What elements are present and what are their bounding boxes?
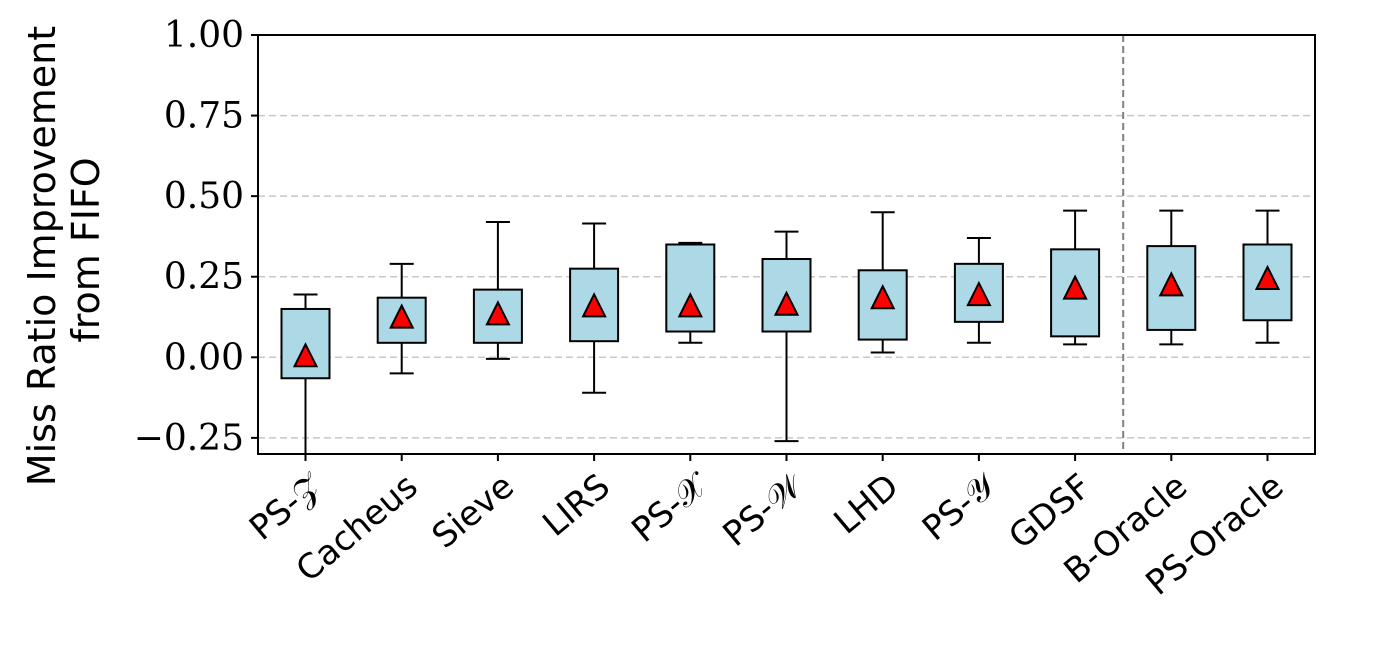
y-axis-ticks: −0.25 0.00 0.25 0.50 0.75 1.00: [134, 15, 258, 459]
y-tick-label: 0.00: [164, 337, 244, 378]
box-4: [665, 241, 716, 344]
mean-marker: [870, 284, 896, 310]
box-0: [280, 293, 331, 454]
mean-marker: [1158, 271, 1184, 297]
y-axis-label-line-2: from FIFO: [64, 157, 108, 342]
box-3: [569, 222, 620, 394]
mean-marker: [1062, 274, 1088, 300]
y-tick-label: 1.00: [164, 15, 244, 56]
x-tick-label: Sieve: [425, 466, 522, 556]
iqr-box: [1050, 248, 1101, 338]
x-tick-label: PS-𝒲: [716, 464, 813, 555]
box-2: [472, 220, 523, 360]
box-7: [953, 237, 1004, 344]
box-series: [280, 209, 1293, 454]
x-tick-label: PS-𝒴: [915, 465, 1005, 549]
box-1: [376, 262, 427, 375]
y-tick-label: 0.25: [164, 257, 244, 298]
mean-marker: [773, 290, 800, 316]
y-tick-label: −0.25: [134, 418, 244, 459]
mean-marker: [292, 342, 319, 368]
box-6: [857, 211, 908, 354]
box-8: [1050, 209, 1101, 346]
y-tick-label: 0.75: [164, 96, 244, 137]
x-tick-label: LHD: [827, 466, 907, 542]
y-tick-label: 0.50: [164, 176, 244, 217]
mean-marker: [581, 292, 607, 318]
box-5: [761, 230, 812, 443]
x-tick-label: PS-𝒳: [624, 464, 717, 551]
iqr-box: [665, 243, 716, 333]
mean-marker: [677, 292, 703, 318]
x-tick-label: LIRS: [535, 466, 618, 544]
mean-marker: [966, 280, 992, 307]
box-10: [1242, 209, 1293, 344]
mean-marker: [485, 300, 511, 326]
box-9: [1146, 209, 1197, 346]
mean-marker: [389, 303, 415, 329]
y-axis-label: Miss Ratio Improvement from FIFO: [20, 14, 108, 486]
mean-marker: [1254, 264, 1281, 290]
y-axis-label-line-1: Miss Ratio Improvement: [20, 26, 64, 486]
